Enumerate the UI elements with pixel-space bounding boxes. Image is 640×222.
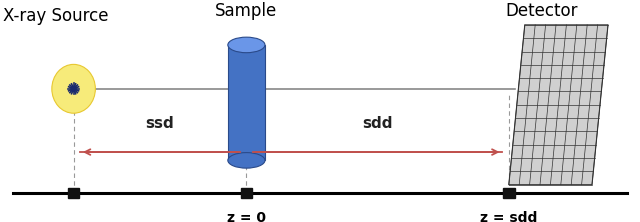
- Text: z = 0: z = 0: [227, 211, 266, 222]
- Bar: [68, 188, 79, 198]
- Polygon shape: [509, 25, 608, 185]
- Ellipse shape: [71, 86, 76, 91]
- Text: Sample: Sample: [215, 2, 278, 20]
- Bar: [503, 188, 515, 198]
- Ellipse shape: [228, 153, 265, 168]
- Ellipse shape: [228, 37, 265, 53]
- Text: z = sdd: z = sdd: [480, 211, 538, 222]
- Bar: [241, 188, 252, 198]
- Bar: [228, 45, 265, 160]
- Text: ssd: ssd: [146, 116, 174, 131]
- Ellipse shape: [52, 64, 95, 113]
- Text: X-ray Source: X-ray Source: [3, 7, 109, 25]
- Text: sdd: sdd: [362, 116, 393, 131]
- Text: Detector: Detector: [506, 2, 578, 20]
